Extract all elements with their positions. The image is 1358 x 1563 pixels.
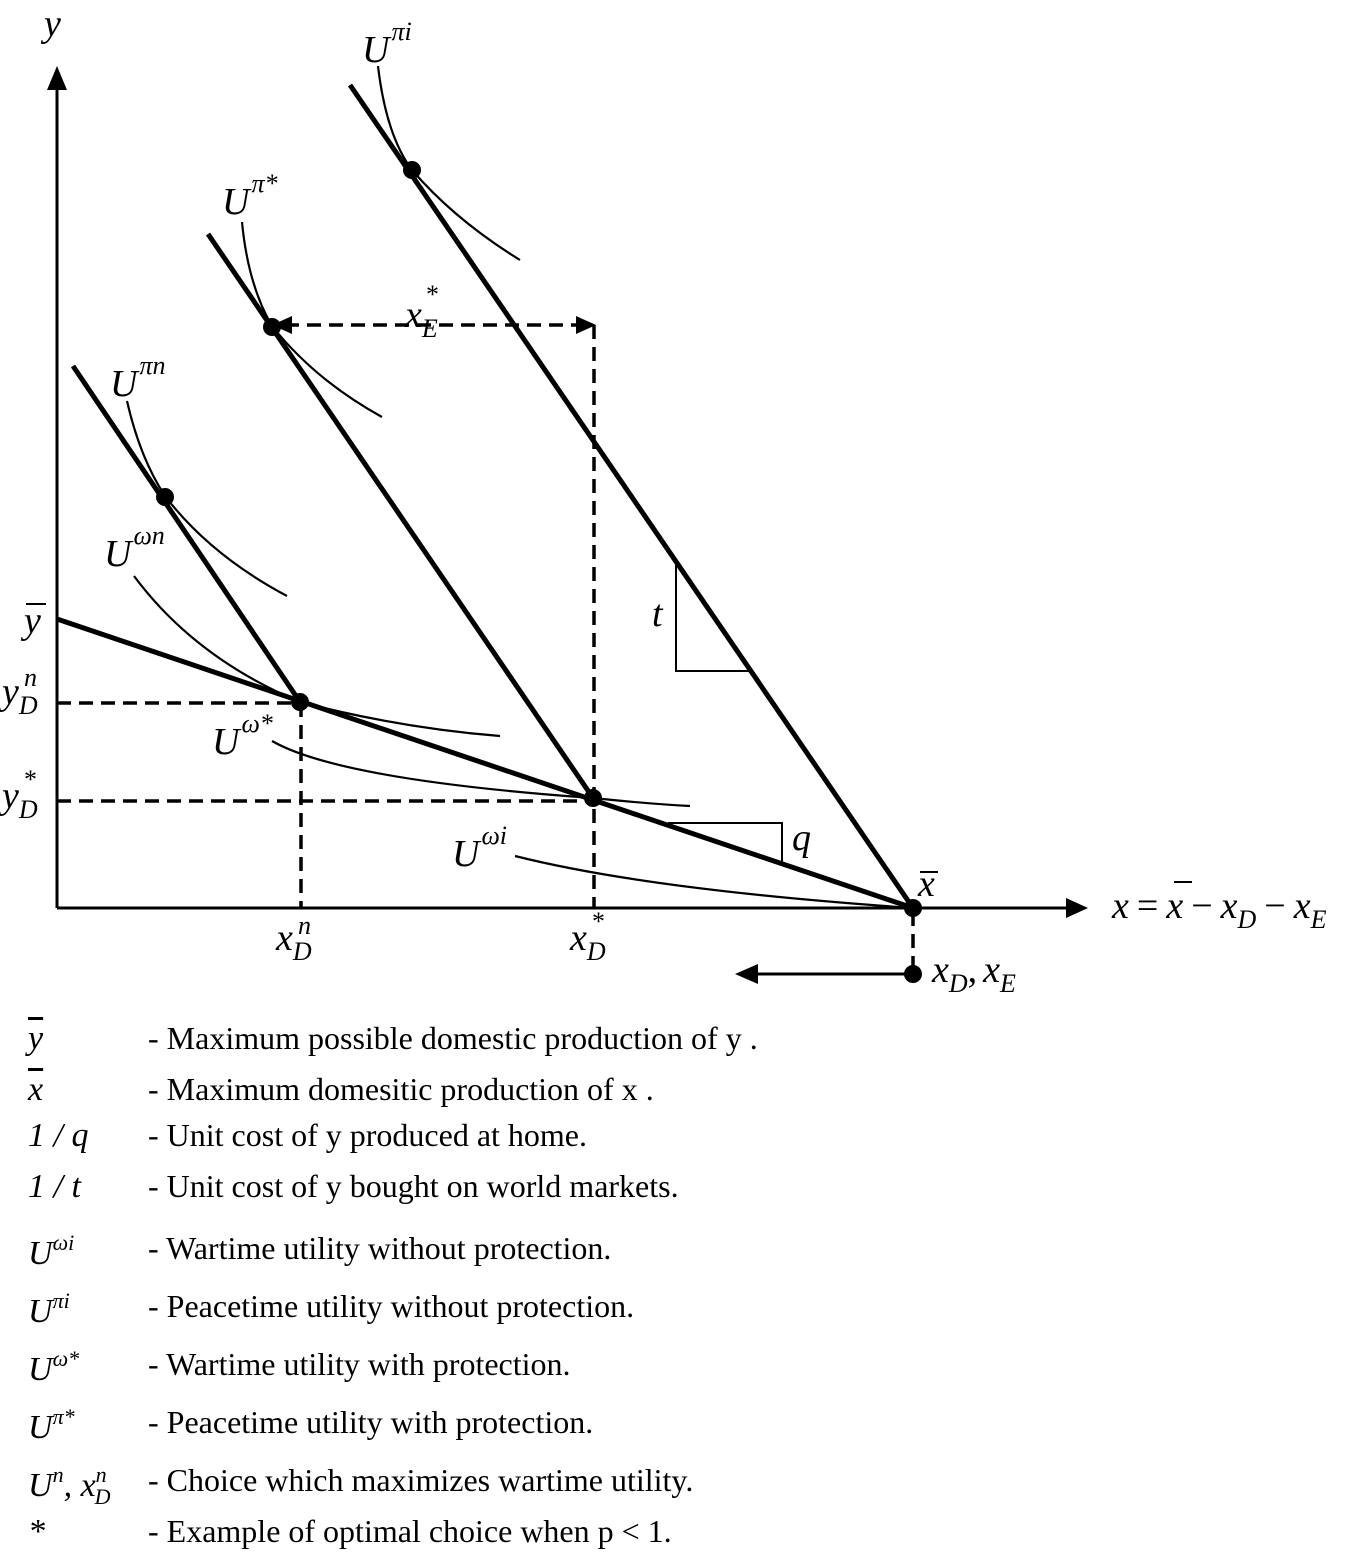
label-yDn-n: n: [24, 663, 37, 692]
legend-description: - Unit cost of y produced at home.: [148, 1117, 587, 1153]
legend: y - Maximum possible domestic production…: [0, 1010, 1358, 1558]
legend-symbol: Un, xnD: [28, 1462, 111, 1509]
legend-symbol: Uωi: [28, 1230, 75, 1272]
legend-description: - Maximum domesitic production of x .: [148, 1071, 654, 1107]
legend-description: - Maximum possible domestic production o…: [148, 1020, 758, 1056]
x-axis-arrow: [1066, 898, 1088, 918]
label-yDstar-star: *: [24, 765, 37, 794]
legend-row-U-omega-i: Uωi - Wartime utility without protection…: [0, 1230, 1358, 1280]
curve-U-omega-i: [514, 854, 914, 910]
legend-row-U-pi-star: Uπ* - Peacetime utility with protection.: [0, 1404, 1358, 1454]
trade-line-outer: [347, 83, 916, 910]
label-y-bar: y: [20, 600, 41, 642]
utility-diagram: y Uπi Uπ* Uπn Uωn Uω* Uωi xE * t q y yD …: [0, 3, 1327, 998]
label-xD-xE: xD, xE: [931, 949, 1016, 998]
legend-row-y-bar: y - Maximum possible domestic production…: [0, 1020, 1358, 1070]
legend-description: - Wartime utility with protection.: [148, 1346, 571, 1382]
legend-description: - Peacetime utility with protection.: [148, 1404, 594, 1440]
label-xDn-n: n: [298, 911, 311, 940]
xE-arrow-right: [576, 316, 596, 334]
label-yDstar: yD: [0, 775, 38, 824]
slope-triangle-t: [675, 565, 750, 672]
label-U-pi-star: Uπ*: [222, 169, 277, 223]
legend-description: - Choice which maximizes wartime utility…: [148, 1462, 694, 1498]
label-xE-star-star: *: [426, 280, 439, 309]
point-omega-n: [291, 693, 309, 711]
legend-row-U-pi-i: Uπi - Peacetime utility without protecti…: [0, 1288, 1358, 1338]
legend-description: - Example of optimal choice when p < 1.: [148, 1513, 672, 1549]
legend-description: - Wartime utility without protection.: [148, 1230, 612, 1266]
point-pi-i: [403, 161, 421, 179]
legend-row-U-omega-star: Uω* - Wartime utility with protection.: [0, 1346, 1358, 1396]
label-U-omega-star: Uω*: [212, 709, 273, 763]
y-axis-label: y: [40, 3, 61, 45]
label-t: t: [652, 593, 664, 635]
point-xD-xE: [904, 965, 922, 983]
label-xDn: xD: [275, 917, 312, 966]
legend-symbol: Uπi: [28, 1288, 70, 1330]
label-x-bar: x: [917, 863, 935, 905]
label-q: q: [792, 817, 811, 859]
label-xE-star: xE: [404, 294, 438, 343]
curve-U-omega-n: [133, 575, 501, 738]
xD-xE-arrow-head: [735, 964, 758, 984]
point-omega-star: [584, 789, 602, 807]
label-xDstar: xD: [569, 917, 606, 966]
label-yDn: yD: [0, 671, 38, 720]
legend-description: - Unit cost of y bought on world markets…: [148, 1168, 679, 1204]
curve-U-omega-star: [271, 740, 691, 808]
domestic-production-line: [56, 616, 914, 911]
legend-symbol: *: [28, 1513, 45, 1550]
legend-symbol: x: [28, 1071, 44, 1108]
x-axis-equation: x = x − xD − xE: [1111, 885, 1327, 934]
label-U-pi-n: Uπn: [110, 351, 165, 405]
legend-description: - Peacetime utility without protection.: [148, 1288, 635, 1324]
legend-symbol: Uω*: [28, 1346, 80, 1388]
legend-symbol: Uπ*: [28, 1404, 75, 1446]
label-U-omega-i: Uωi: [452, 821, 507, 875]
legend-row-t: 1 / t - Unit cost of y bought on world m…: [0, 1168, 1358, 1218]
label-xDstar-star: *: [592, 907, 605, 936]
legend-row-x-bar: x - Maximum domesitic production of x .: [0, 1071, 1358, 1121]
legend-row-star: * - Example of optimal choice when p < 1…: [0, 1513, 1358, 1563]
legend-symbol: y: [28, 1020, 44, 1057]
label-U-pi-i: Uπi: [362, 17, 412, 71]
y-axis-arrow: [47, 66, 67, 90]
legend-symbol: 1 / q: [28, 1117, 89, 1154]
label-U-omega-n: Uωn: [104, 521, 165, 575]
legend-symbol: 1 / t: [28, 1168, 81, 1205]
xE-arrow-left: [272, 316, 292, 334]
trade-line-inner: [70, 364, 303, 704]
point-pi-n: [156, 488, 174, 506]
legend-row-q: 1 / q - Unit cost of y produced at home.: [0, 1117, 1358, 1167]
slope-triangle-q: [668, 822, 783, 862]
point-pi-star: [263, 318, 281, 336]
legend-row-U-n: Un, xnD - Choice which maximizes wartime…: [0, 1462, 1358, 1512]
point-x-bar: [904, 899, 922, 917]
